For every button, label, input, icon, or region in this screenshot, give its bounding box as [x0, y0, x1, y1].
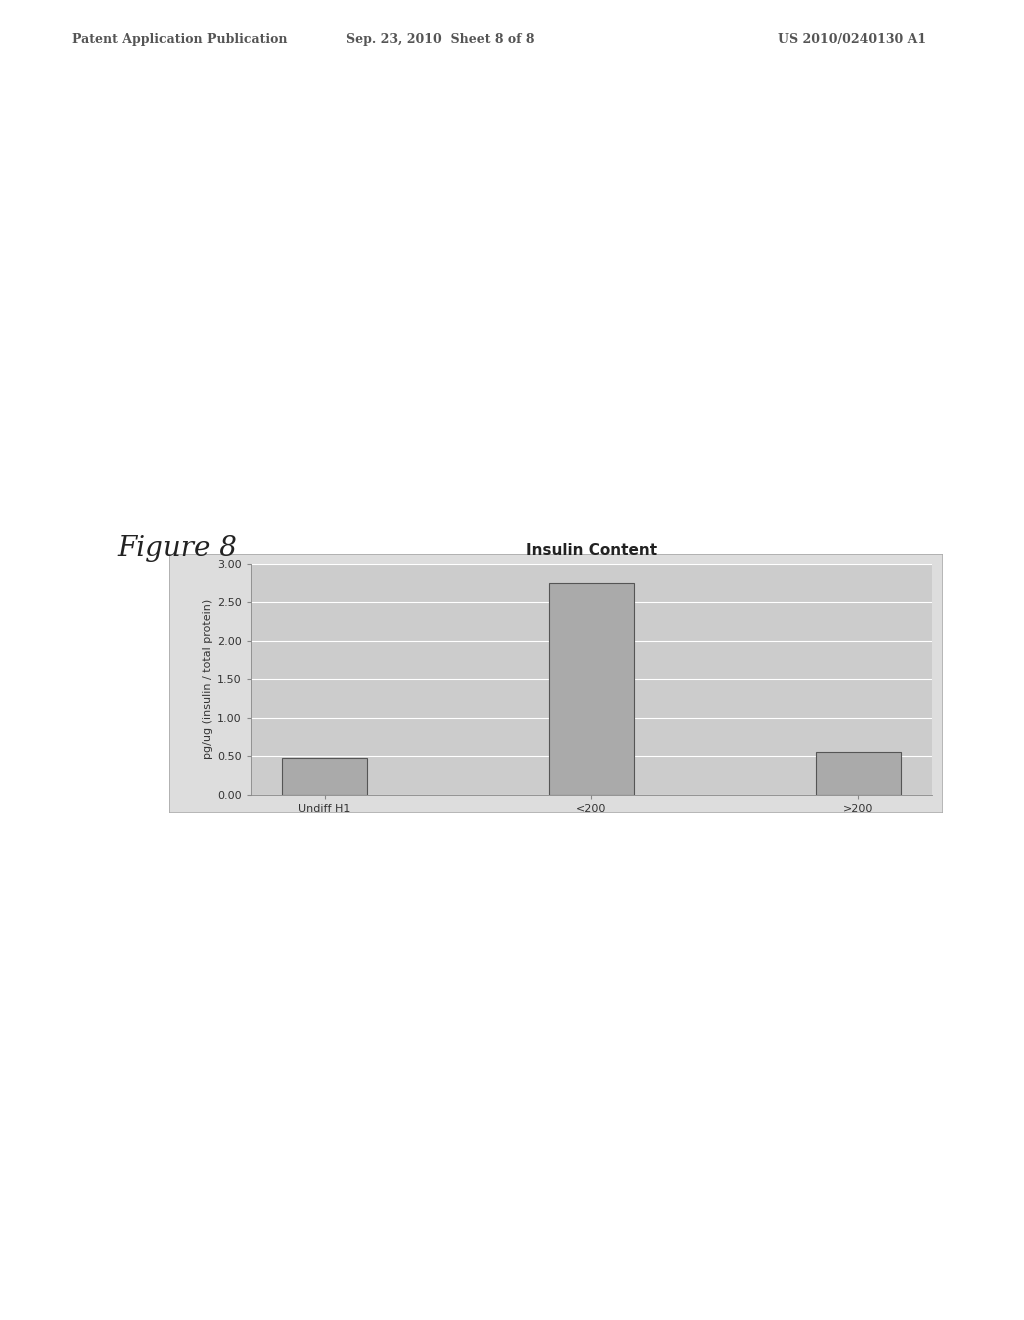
Bar: [282, 758, 368, 795]
Title: Insulin Content: Insulin Content: [525, 544, 657, 558]
Y-axis label: pg/ug (insulin / total protein): pg/ug (insulin / total protein): [203, 599, 213, 759]
Text: Figure 8: Figure 8: [118, 535, 238, 561]
Bar: [815, 752, 901, 795]
Bar: [549, 583, 634, 795]
Text: Sep. 23, 2010  Sheet 8 of 8: Sep. 23, 2010 Sheet 8 of 8: [346, 33, 535, 46]
Text: Patent Application Publication: Patent Application Publication: [72, 33, 287, 46]
Text: US 2010/0240130 A1: US 2010/0240130 A1: [778, 33, 927, 46]
